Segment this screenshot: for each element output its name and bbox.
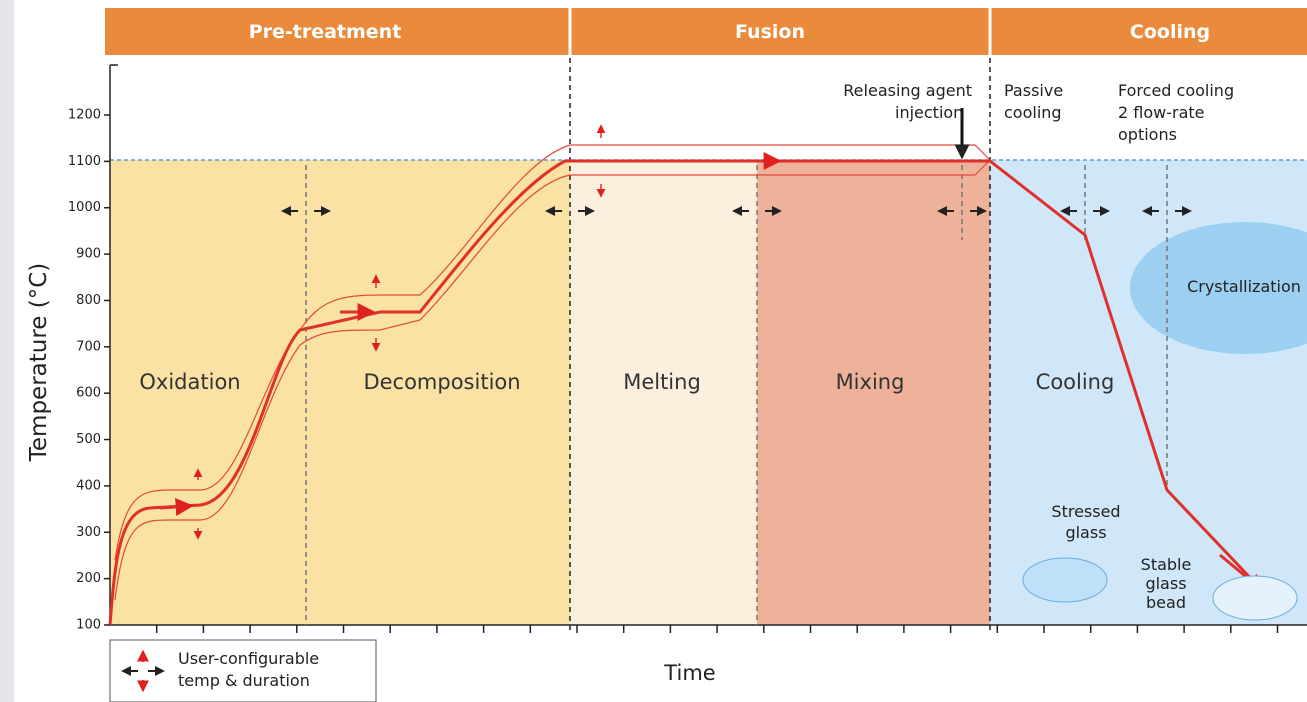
stage-label: Oxidation (139, 370, 240, 394)
y-tick-label: 500 (76, 432, 101, 447)
y-axis-label: Temperature (°C) (26, 263, 52, 463)
left-edge (0, 0, 14, 702)
header-bar (105, 8, 1307, 55)
stage-label: Cooling (1036, 370, 1115, 394)
y-tick-label: 400 (76, 478, 101, 493)
y-tick-label: 1100 (68, 154, 101, 169)
y-tick-label: 1000 (68, 200, 101, 215)
annotation: Crystallization (1187, 277, 1301, 296)
region-melting (570, 160, 757, 625)
stable-glass-bead (1212, 575, 1298, 621)
legend-text: User-configurable temp & duration (178, 649, 319, 690)
stage-label: Melting (623, 370, 701, 394)
annotation: Passive cooling (1004, 81, 1063, 122)
stage-label: Mixing (836, 370, 905, 394)
phase-label: Fusion (735, 21, 805, 43)
stage-label: Decomposition (363, 370, 520, 394)
temperature-profile (108, 159, 1260, 626)
annotation: Stressed glass (1051, 502, 1120, 542)
y-tick-label: 900 (76, 247, 101, 262)
x-axis-label: Time (663, 661, 715, 685)
temp-arrows (193, 124, 606, 540)
region-mixing (757, 160, 990, 625)
legend-icon (121, 649, 165, 693)
annotation: Forced cooling 2 flow-rate options (1118, 81, 1234, 144)
stressed-glass (1022, 557, 1108, 603)
y-tick-label: 1200 (68, 108, 101, 123)
phase-label: Cooling (1130, 21, 1210, 43)
phase-label: Pre-treatment (249, 21, 402, 43)
y-tick-label: 100 (76, 618, 101, 633)
y-tick-label: 300 (76, 525, 101, 540)
annotation: Stable glass bead (1141, 555, 1192, 612)
y-tick-label: 700 (76, 339, 101, 354)
y-tick-label: 600 (76, 386, 101, 401)
y-tick-label: 200 (76, 571, 101, 586)
y-ticks: 100 200 300 400 500 600 700 800 900 1000 1100 1200 (68, 108, 110, 633)
x-ticks (155, 625, 1279, 633)
y-tick-label: 800 (76, 293, 101, 308)
region-pretreatment (110, 160, 570, 625)
annotation: Releasing agent injection (843, 81, 972, 122)
crystallization-zone (1130, 222, 1307, 354)
